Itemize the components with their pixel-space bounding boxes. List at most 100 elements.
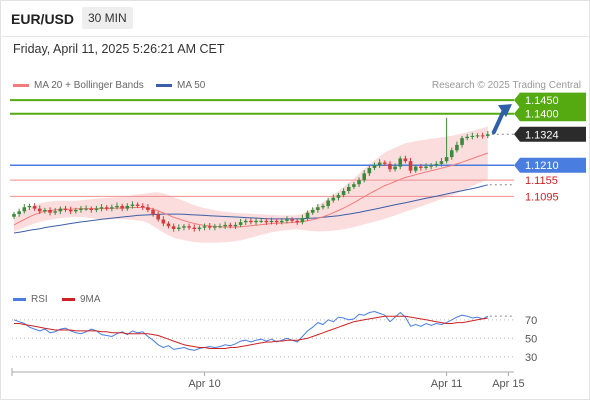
level-tag-1.1324: [514, 126, 586, 142]
candle-body: [377, 162, 382, 166]
time-tick-label: Apr 11: [431, 378, 463, 390]
level-label-1.1324: 1.1324: [525, 129, 559, 141]
candle-body: [460, 138, 464, 145]
candle-body: [177, 227, 181, 229]
timeframe-button[interactable]: 30 MIN: [82, 7, 133, 29]
rsi-tick-label: 50: [525, 333, 537, 345]
candle-body: [228, 224, 233, 227]
level-label-1.1155: 1.1155: [525, 175, 558, 187]
legend-ma20: MA 20 + Bollinger Bands: [13, 80, 144, 91]
candle-body: [99, 207, 104, 209]
candle-body: [12, 214, 16, 217]
candle-body: [300, 218, 305, 223]
candle-body: [187, 226, 191, 228]
candle-body: [388, 163, 392, 170]
candle-body: [213, 226, 217, 228]
rsi-ma9-line: [14, 315, 488, 349]
candle-body: [249, 220, 253, 223]
target-arrow-shaft: [491, 108, 506, 135]
candle-body: [120, 205, 124, 209]
candle-body: [254, 220, 258, 223]
legend-rsi-label: RSI: [31, 294, 48, 305]
candle-body: [393, 166, 397, 170]
rsi-tick-label: 30: [525, 352, 537, 364]
candle-body: [429, 165, 433, 167]
target-arrow-head: [498, 104, 512, 118]
legend-ma9: 9MA: [62, 294, 101, 305]
ma20-line: [13, 152, 488, 228]
candle-body: [486, 134, 490, 136]
legend-ma50: MA 50: [156, 80, 205, 91]
candle-body: [383, 162, 387, 164]
candle-body: [455, 144, 459, 151]
candle-body: [125, 205, 130, 209]
bollinger-band: [14, 126, 488, 243]
candle-body: [218, 226, 222, 228]
candle-body: [352, 184, 356, 187]
candle-body: [310, 209, 315, 213]
candle-body: [238, 222, 243, 225]
timestamp: Friday, April 11, 2025 5:26:21 AM CET: [13, 42, 225, 56]
candle-body: [48, 209, 52, 213]
ma9-swatch: [62, 298, 75, 301]
candle-body: [68, 209, 73, 212]
candle-body: [362, 173, 366, 181]
candle-body: [424, 166, 428, 168]
candle-body: [285, 219, 289, 221]
candle-body: [243, 220, 248, 223]
candles: [12, 117, 490, 232]
candle-body: [182, 226, 186, 228]
candle-body: [32, 205, 37, 209]
header-bar: EUR/USD 30 MIN: [0, 0, 590, 37]
candle-body: [346, 186, 351, 191]
candle-body: [79, 208, 83, 210]
candle-body: [74, 209, 78, 212]
candle-body: [223, 224, 227, 227]
candle-body: [115, 205, 119, 208]
candle-body: [290, 219, 294, 221]
candle-body: [475, 135, 480, 137]
legend-ma20-label: MA 20 + Bollinger Bands: [34, 80, 144, 91]
candle-body: [357, 180, 361, 185]
candle-body: [166, 223, 171, 227]
candle-body: [63, 208, 68, 210]
candle-body: [53, 211, 57, 213]
candle-body: [192, 227, 197, 229]
candle-body: [89, 208, 94, 210]
legend-ma9-label: 9MA: [80, 294, 101, 305]
ma50-swatch: [156, 84, 172, 87]
level-label-1.1095: 1.1095: [525, 191, 559, 203]
candle-body: [43, 209, 47, 212]
candle-body: [295, 220, 300, 223]
candle-body: [17, 211, 21, 215]
candle-body: [367, 167, 372, 174]
candle-body: [269, 220, 274, 223]
candle-body: [398, 158, 403, 167]
candle-body: [130, 204, 135, 206]
candle-body: [434, 163, 439, 166]
candle-body: [413, 166, 418, 171]
candle-body: [27, 205, 32, 208]
ma20-swatch: [13, 84, 29, 87]
candle-body: [321, 205, 325, 208]
candle-body: [151, 209, 155, 215]
candle-body: [110, 207, 114, 209]
legend-ma50-label: MA 50: [177, 80, 206, 91]
level-tag-1.1450: [514, 92, 586, 108]
candle-body: [470, 135, 475, 137]
candle-body: [326, 200, 330, 206]
rsi-line: [13, 310, 489, 351]
ma50-line: [13, 184, 488, 234]
candle-body: [341, 191, 346, 196]
time-tick-label: Apr 15: [492, 378, 524, 390]
level-label-1.1210: 1.1210: [525, 160, 559, 172]
candle-body: [94, 208, 99, 210]
candle-body: [274, 220, 279, 223]
candle-body: [316, 207, 320, 210]
candle-body: [146, 207, 150, 210]
candle-body: [233, 224, 238, 227]
candle-body: [444, 157, 449, 162]
candle-body: [58, 208, 63, 212]
candle-body: [403, 158, 408, 162]
level-label-1.1450: 1.1450: [525, 95, 559, 107]
